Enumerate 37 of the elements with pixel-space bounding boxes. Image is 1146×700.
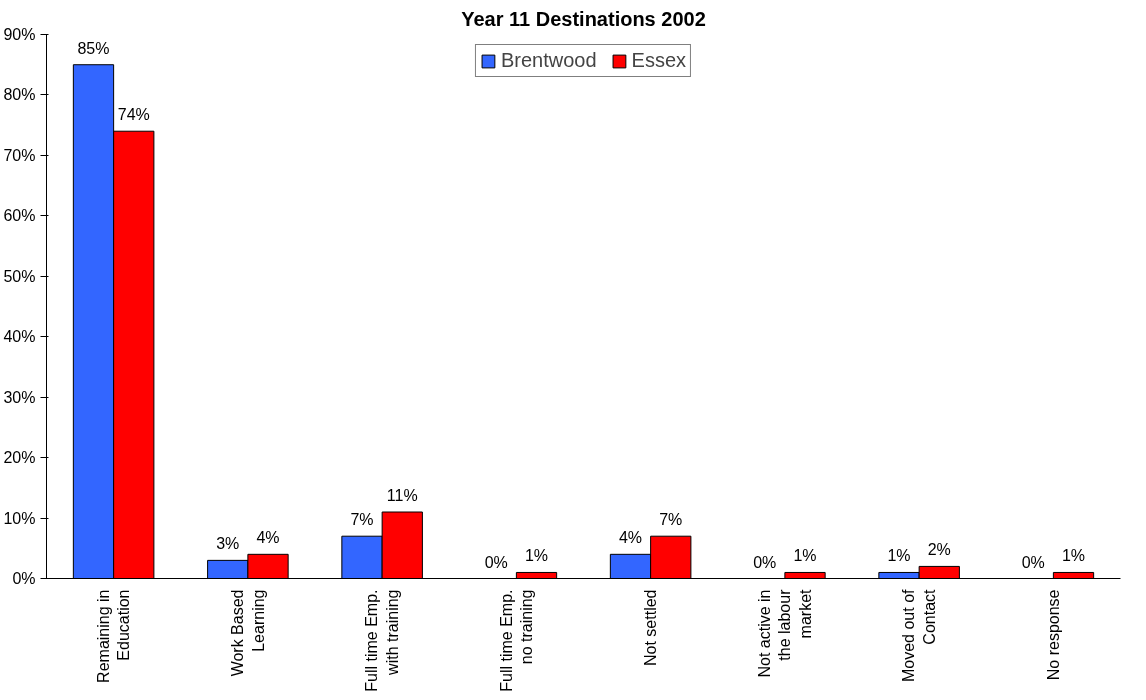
data-label: 1% — [1061, 547, 1086, 565]
x-tick-label: Not active in the labour market — [755, 588, 814, 678]
x-tick-label: Full time Emp. no training — [497, 589, 536, 692]
x-tick-label: Not settled — [642, 589, 660, 666]
data-label: 0% — [1021, 553, 1045, 571]
y-tick-label: 50% — [3, 267, 36, 285]
x-tick-label: Full time Emp. with training — [363, 589, 401, 692]
data-label: 3% — [216, 535, 240, 553]
data-label: 1% — [793, 547, 817, 565]
data-label: 2% — [927, 541, 951, 559]
data-label: 0% — [484, 553, 508, 571]
y-tick-label: 80% — [3, 86, 36, 104]
data-label: 7% — [659, 511, 683, 529]
data-label: 85% — [77, 39, 110, 57]
y-tick-label: 90% — [3, 26, 36, 43]
x-tick-label: Work Based Learning — [229, 589, 267, 677]
y-tick-label: 20% — [3, 449, 36, 467]
y-tick-label: 0% — [12, 570, 36, 587]
x-tick-label: Remaining in Education — [94, 589, 133, 683]
legend-label: Brentwood — [500, 49, 597, 72]
data-label: 4% — [256, 529, 280, 547]
data-label: 1% — [524, 547, 549, 565]
y-tick-label: 70% — [3, 146, 36, 164]
data-label: 4% — [618, 529, 643, 547]
y-tick-label: 40% — [3, 328, 36, 346]
x-tick-label: No response — [1044, 589, 1062, 681]
data-label: 1% — [887, 547, 911, 565]
data-label: 11% — [386, 487, 418, 505]
data-label: 74% — [117, 106, 150, 124]
y-tick-label: 30% — [3, 388, 36, 406]
data-label: 0% — [753, 553, 777, 571]
chart-title: Year 11 Destinations 2002 — [461, 7, 706, 30]
y-tick-label: 10% — [3, 509, 36, 527]
y-tick-label: 60% — [3, 207, 36, 225]
x-tick-label: Moved out of Contact — [900, 588, 938, 682]
legend-label: Essex — [631, 49, 687, 72]
data-label: 7% — [350, 511, 374, 529]
